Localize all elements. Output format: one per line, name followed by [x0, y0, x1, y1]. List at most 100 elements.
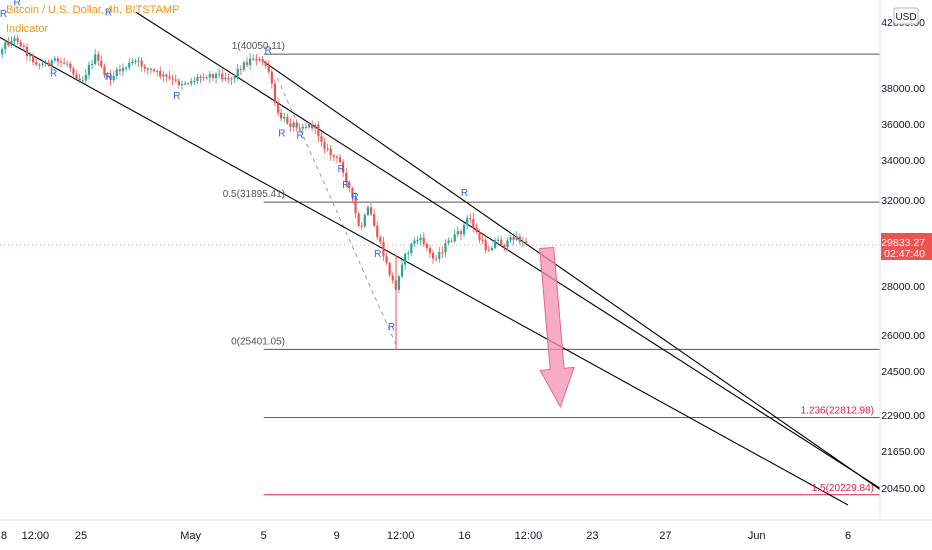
candle[interactable] [245, 57, 249, 68]
candle[interactable] [75, 70, 78, 80]
candle[interactable] [317, 120, 320, 143]
candle[interactable] [221, 68, 224, 83]
candle[interactable] [208, 71, 211, 84]
candle[interactable] [410, 242, 413, 256]
candle[interactable] [81, 76, 84, 83]
candle[interactable] [109, 69, 112, 87]
candle[interactable] [453, 229, 456, 244]
candle[interactable] [391, 272, 394, 284]
candle[interactable] [497, 236, 500, 245]
candle[interactable] [286, 113, 289, 125]
candle[interactable] [493, 237, 497, 250]
candle[interactable] [270, 69, 273, 89]
trend-channel-line-2[interactable] [263, 61, 885, 494]
candle[interactable] [369, 202, 373, 216]
candle[interactable] [472, 213, 475, 233]
candle[interactable] [385, 253, 388, 265]
candle[interactable] [431, 249, 435, 264]
candle[interactable] [183, 80, 187, 86]
candle[interactable] [242, 60, 246, 72]
candle[interactable] [177, 78, 180, 89]
candle[interactable] [335, 154, 339, 164]
candle[interactable] [354, 192, 357, 218]
candle[interactable] [59, 57, 63, 68]
candle[interactable] [168, 70, 171, 81]
candle[interactable] [342, 158, 345, 177]
candle[interactable] [1, 47, 4, 59]
candle[interactable] [298, 123, 301, 132]
candle[interactable] [351, 186, 354, 203]
candle[interactable] [509, 235, 512, 243]
candle[interactable] [258, 57, 261, 62]
candle[interactable] [512, 233, 515, 246]
candle[interactable] [416, 235, 419, 245]
candle[interactable] [521, 236, 525, 248]
candle[interactable] [35, 57, 38, 67]
candle[interactable] [425, 242, 428, 252]
candle[interactable] [500, 236, 503, 246]
time-axis-bg[interactable] [0, 520, 932, 550]
candle[interactable] [239, 65, 242, 76]
candle[interactable] [16, 35, 19, 45]
candle[interactable] [78, 74, 81, 84]
candle[interactable] [125, 65, 128, 72]
projection-arrow[interactable] [539, 246, 575, 409]
candle[interactable] [103, 63, 106, 79]
candle[interactable] [382, 236, 385, 261]
candle[interactable] [506, 237, 509, 250]
candle[interactable] [484, 235, 487, 254]
candle[interactable] [205, 75, 208, 80]
candle[interactable] [143, 63, 146, 73]
candle[interactable] [407, 250, 410, 260]
candle[interactable] [332, 154, 335, 162]
candle[interactable] [137, 56, 140, 67]
candle[interactable] [69, 61, 72, 72]
candle[interactable] [366, 205, 370, 217]
candle[interactable] [165, 73, 168, 83]
candle[interactable] [459, 229, 463, 241]
candle[interactable] [32, 52, 35, 66]
candle[interactable] [233, 74, 236, 83]
candle[interactable] [311, 120, 314, 131]
candle[interactable] [456, 226, 459, 237]
candle[interactable] [224, 72, 227, 82]
candle[interactable] [326, 143, 329, 152]
candle[interactable] [56, 56, 60, 67]
symbol-title[interactable]: Bitcoin / U.S. Dollar, 4h, BITSTAMP [6, 4, 180, 16]
candle[interactable] [249, 53, 252, 70]
candle[interactable] [267, 60, 270, 74]
candle[interactable] [134, 58, 137, 65]
candle[interactable] [7, 37, 10, 47]
candle[interactable] [323, 137, 326, 154]
candle[interactable] [252, 54, 255, 61]
candle[interactable] [50, 58, 53, 71]
candle[interactable] [320, 131, 323, 147]
candle[interactable] [438, 247, 441, 263]
candle[interactable] [462, 222, 466, 238]
candle[interactable] [72, 66, 75, 79]
candle[interactable] [146, 67, 149, 75]
candle[interactable] [276, 97, 280, 116]
candle[interactable] [121, 63, 125, 77]
candle[interactable] [524, 237, 528, 245]
candle[interactable] [307, 122, 311, 130]
candle[interactable] [518, 233, 521, 246]
trend-channel-line-0[interactable] [0, 32, 849, 506]
candle[interactable] [329, 145, 332, 161]
candle[interactable] [447, 237, 450, 245]
candle[interactable] [202, 73, 205, 82]
candle[interactable] [419, 233, 422, 246]
candle[interactable] [338, 154, 342, 164]
indicator-name[interactable]: Indicator [6, 23, 49, 35]
candle[interactable] [230, 77, 233, 85]
candle[interactable] [478, 229, 481, 244]
candle[interactable] [295, 119, 298, 132]
candle[interactable] [280, 108, 283, 122]
candle[interactable] [22, 43, 25, 51]
candle[interactable] [304, 122, 308, 130]
candle[interactable] [444, 239, 447, 257]
candle[interactable] [140, 56, 143, 72]
dashed-guide-line[interactable] [276, 77, 397, 345]
candle[interactable] [47, 59, 50, 68]
